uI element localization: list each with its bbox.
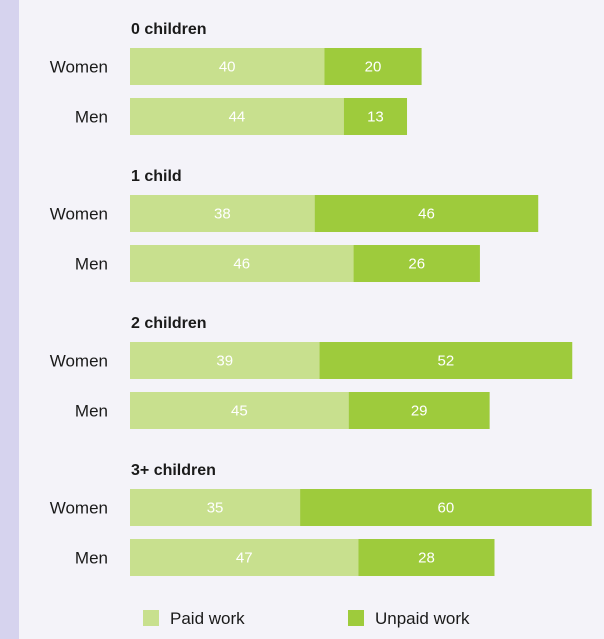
bar-paid-work — [130, 98, 344, 135]
data-label-paid: 35 — [207, 500, 224, 517]
bar-paid-work — [130, 245, 354, 282]
row-label: Women — [50, 352, 108, 371]
legend-swatch-paid — [143, 610, 159, 626]
chart-panel: 0 children Women 40 20 Men 44 13 1 child Women 38… — [19, 0, 604, 639]
bar-paid-work — [130, 195, 315, 232]
group-title: 1 child — [131, 168, 182, 185]
bar-unpaid-work — [300, 489, 592, 526]
bar-paid-work — [130, 48, 325, 85]
bar-unpaid-work — [324, 48, 422, 85]
stacked-bar-chart: 0 children Women 40 20 Men 44 13 1 child Women 38… — [50, 21, 592, 628]
group-title: 3+ children — [131, 462, 216, 479]
bar-paid-work — [130, 342, 320, 379]
bar-paid-work — [130, 392, 349, 429]
row-label: Women — [50, 499, 108, 518]
legend-swatch-unpaid — [348, 610, 364, 626]
data-label-paid: 46 — [233, 256, 250, 273]
bar-unpaid-work — [358, 539, 495, 576]
data-label-unpaid: 52 — [438, 353, 455, 370]
data-label-unpaid: 46 — [418, 206, 435, 223]
data-label-paid: 44 — [229, 109, 246, 126]
row-label: Men — [75, 255, 108, 274]
data-label-paid: 39 — [216, 353, 233, 370]
data-label-unpaid: 60 — [438, 500, 455, 517]
bar-unpaid-work — [353, 245, 480, 282]
bar-unpaid-work — [343, 98, 408, 135]
data-label-unpaid: 28 — [418, 550, 435, 567]
bar-unpaid-work — [314, 195, 539, 232]
legend-label-paid: Paid work — [170, 609, 245, 628]
data-label-unpaid: 13 — [367, 109, 384, 126]
data-label-paid: 40 — [219, 59, 236, 76]
bar-unpaid-work — [319, 342, 573, 379]
group-title: 2 children — [131, 315, 207, 332]
data-label-paid: 47 — [236, 550, 253, 567]
bar-unpaid-work — [348, 392, 490, 429]
row-label: Men — [75, 402, 108, 421]
row-label: Men — [75, 549, 108, 568]
group-title: 0 children — [131, 21, 207, 38]
data-label-paid: 45 — [231, 403, 248, 420]
data-label-unpaid: 26 — [408, 256, 425, 273]
bar-paid-work — [130, 539, 359, 576]
row-label: Men — [75, 108, 108, 127]
row-label: Women — [50, 205, 108, 224]
row-label: Women — [50, 58, 108, 77]
data-label-unpaid: 20 — [365, 59, 382, 76]
bar-paid-work — [130, 489, 301, 526]
data-label-paid: 38 — [214, 206, 231, 223]
data-label-unpaid: 29 — [411, 403, 428, 420]
legend-label-unpaid: Unpaid work — [375, 609, 470, 628]
